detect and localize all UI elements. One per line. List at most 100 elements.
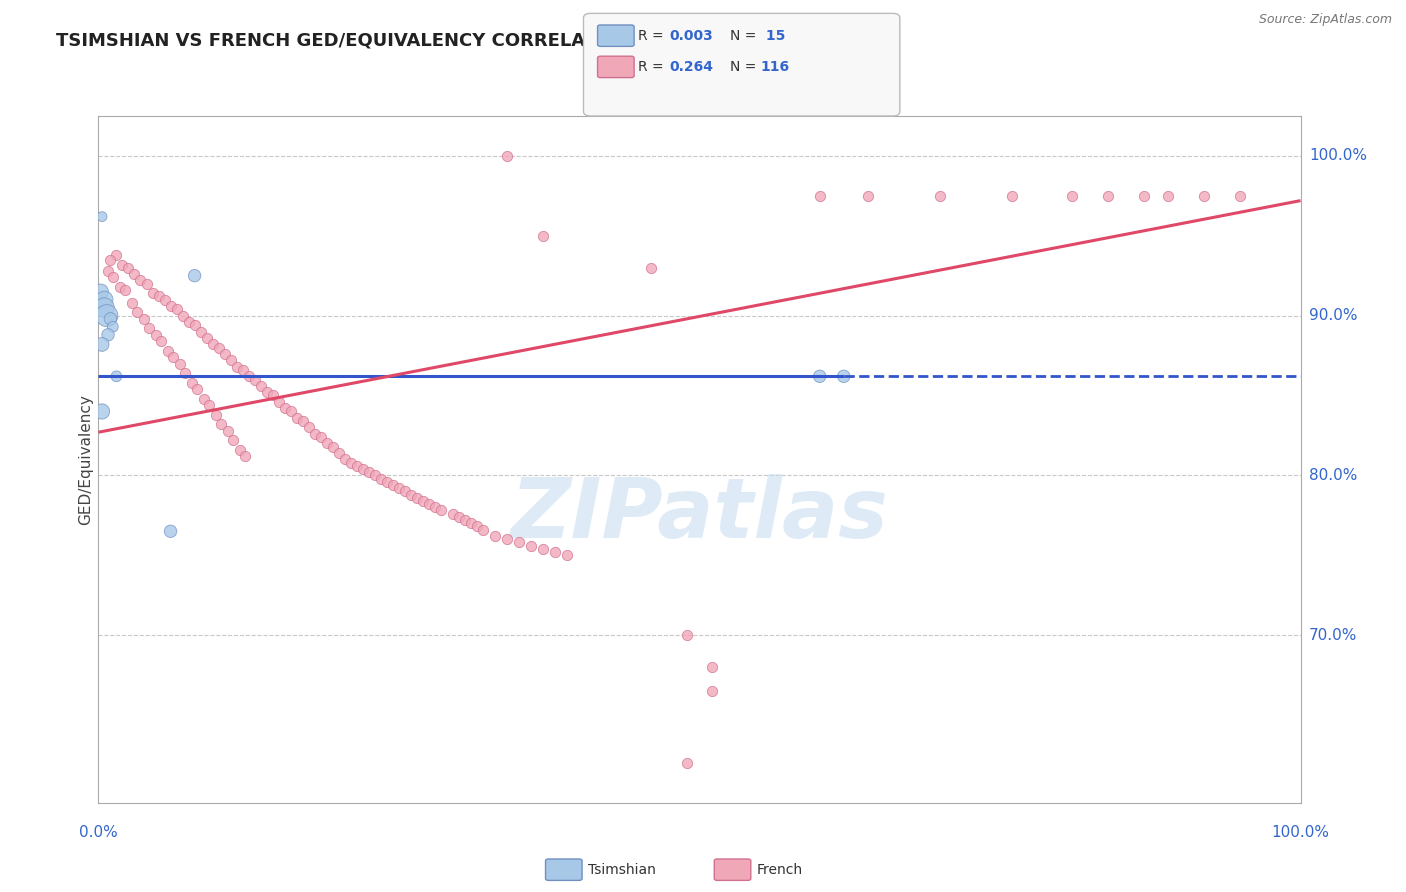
Point [460,516,482,531]
Point [105,248,128,262]
Point [856,189,879,203]
Point [447,509,470,524]
Point [198,398,221,412]
Point [162,350,184,364]
Point [676,628,699,642]
Point [333,452,356,467]
Point [1229,189,1251,203]
Point [91,210,114,224]
Text: 116: 116 [761,60,790,74]
Point [496,149,519,163]
Point [124,267,146,281]
Point [531,228,554,243]
Point [309,430,332,444]
Point [520,539,543,553]
Text: 0.264: 0.264 [669,60,713,74]
Point [315,436,337,450]
Point [172,309,194,323]
Text: 80.0%: 80.0% [1309,467,1357,483]
Point [274,401,297,416]
Point [370,471,392,485]
Point [159,299,181,313]
Point [97,264,120,278]
Point [340,456,363,470]
Text: 15: 15 [761,29,785,43]
Point [177,315,200,329]
Point [1097,189,1119,203]
Point [208,341,231,355]
Text: N =: N = [730,29,761,43]
Point [190,325,212,339]
Text: Tsimshian: Tsimshian [588,863,655,877]
Point [1194,189,1216,203]
Point [159,524,181,539]
Point [93,293,115,307]
Point [141,286,163,301]
Point [195,331,218,345]
Point [93,301,115,315]
Point [166,302,188,317]
Point [249,379,271,393]
Point [676,756,699,770]
Point [193,392,215,406]
Point [149,334,172,348]
Point [153,293,176,307]
Point [465,519,488,533]
Text: N =: N = [730,60,761,74]
Point [430,503,453,517]
Point [214,347,236,361]
Point [243,372,266,386]
Point [304,426,326,441]
Point [700,660,723,674]
Text: R =: R = [638,60,668,74]
Point [352,462,374,476]
Point [138,321,160,335]
Text: TSIMSHIAN VS FRENCH GED/EQUIVALENCY CORRELATION CHART: TSIMSHIAN VS FRENCH GED/EQUIVALENCY CORR… [56,31,707,49]
Point [291,414,314,428]
Point [394,484,416,499]
Point [183,318,205,333]
Point [472,523,495,537]
Point [183,268,205,283]
Point [233,449,256,463]
Point [105,369,128,384]
Point [90,285,112,299]
Point [232,363,254,377]
Point [209,417,232,432]
Point [205,408,228,422]
Point [418,497,440,511]
Point [186,382,208,396]
Text: 0.003: 0.003 [669,29,713,43]
Point [148,289,170,303]
Point [114,283,136,297]
Point [225,359,247,374]
Text: Source: ZipAtlas.com: Source: ZipAtlas.com [1258,13,1392,27]
Point [97,327,120,342]
Point [285,410,308,425]
Point [145,327,167,342]
Point [640,260,662,275]
Point [91,404,114,418]
Point [1133,189,1156,203]
Point [375,475,398,489]
Point [808,189,831,203]
Point [96,309,118,323]
Text: French: French [756,863,803,877]
Point [388,481,411,495]
Text: ZIPatlas: ZIPatlas [510,474,889,555]
Point [399,487,422,501]
Point [808,369,831,384]
Text: 100.0%: 100.0% [1309,148,1367,163]
Point [700,684,723,698]
Point [238,369,260,384]
Text: 70.0%: 70.0% [1309,628,1357,642]
Point [346,458,368,473]
Point [229,442,252,457]
Point [201,337,224,351]
Point [357,465,380,479]
Point [219,353,242,368]
Point [256,385,278,400]
Point [423,500,446,515]
Point [108,280,131,294]
Point [157,343,180,358]
